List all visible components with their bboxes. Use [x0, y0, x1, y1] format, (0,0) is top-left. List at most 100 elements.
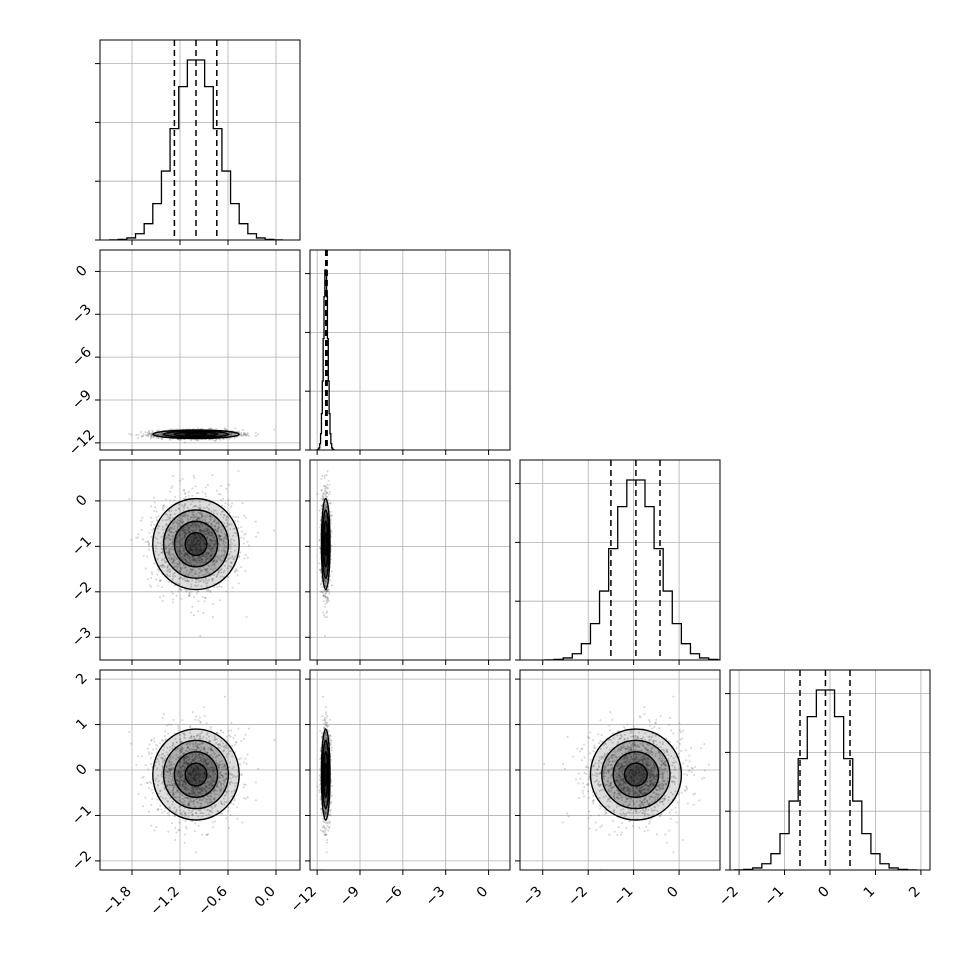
- sample-point: [233, 765, 236, 768]
- sample-point: [191, 555, 194, 558]
- sample-point: [213, 586, 216, 589]
- sample-point: [201, 515, 204, 518]
- sample-point: [201, 554, 204, 557]
- sample-point: [213, 790, 216, 793]
- sample-point: [168, 547, 171, 550]
- sample-point: [324, 584, 327, 587]
- sample-point: [160, 433, 163, 436]
- sample-point: [167, 564, 170, 567]
- sample-point: [178, 545, 181, 548]
- sample-point: [189, 569, 192, 572]
- sample-point: [232, 515, 235, 518]
- sample-point: [151, 573, 154, 576]
- sample-point: [202, 775, 205, 778]
- sample-point: [192, 549, 195, 552]
- sample-point: [187, 549, 190, 552]
- sample-point: [148, 429, 151, 432]
- sample-point: [230, 538, 233, 541]
- sample-point: [184, 579, 187, 582]
- sample-point: [172, 741, 175, 744]
- sample-point: [189, 545, 192, 548]
- sample-point: [193, 768, 196, 771]
- sample-point: [214, 528, 217, 531]
- sample-point: [183, 532, 186, 535]
- sample-point: [325, 568, 328, 571]
- sample-point: [190, 524, 193, 527]
- sample-point: [195, 513, 198, 516]
- sample-point: [188, 555, 191, 558]
- sample-point: [209, 568, 212, 571]
- sample-point: [201, 561, 204, 564]
- sample-point: [240, 774, 243, 777]
- sample-point: [190, 516, 193, 519]
- sample-point: [182, 529, 185, 532]
- sample-point: [200, 549, 203, 552]
- sample-point: [180, 517, 183, 520]
- sample-point: [150, 437, 153, 440]
- sample-point: [165, 524, 168, 527]
- sample-point: [190, 516, 193, 519]
- sample-point: [179, 556, 182, 559]
- sample-point: [164, 738, 167, 741]
- sample-point: [216, 530, 219, 533]
- sample-point: [199, 561, 202, 564]
- sample-point: [159, 789, 162, 792]
- sample-point: [197, 533, 200, 536]
- sample-point: [170, 433, 173, 436]
- sample-point: [244, 569, 247, 572]
- sample-point: [167, 568, 170, 571]
- sample-point: [320, 580, 323, 583]
- sample-point: [324, 516, 327, 519]
- sample-point: [178, 551, 181, 554]
- sample-point: [184, 491, 187, 494]
- sample-point: [324, 569, 327, 572]
- sample-point: [322, 594, 325, 597]
- sample-point: [173, 555, 176, 558]
- sample-point: [223, 550, 226, 553]
- sample-point: [147, 433, 150, 436]
- sample-point: [189, 563, 192, 566]
- sample-point: [150, 739, 153, 742]
- sample-point: [193, 791, 196, 794]
- sample-point: [210, 523, 213, 526]
- sample-point: [200, 768, 203, 771]
- sample-point: [204, 492, 207, 495]
- sample-point: [325, 579, 328, 582]
- sample-point: [323, 506, 326, 509]
- sample-point: [178, 433, 181, 436]
- sample-point: [197, 535, 200, 538]
- sample-point: [323, 578, 326, 581]
- sample-point: [188, 547, 191, 550]
- sample-point: [228, 564, 231, 567]
- sample-point: [159, 579, 162, 582]
- sample-point: [219, 432, 222, 435]
- sample-point: [207, 543, 210, 546]
- sample-point: [237, 727, 240, 730]
- sample-point: [159, 579, 162, 582]
- sample-point: [325, 506, 328, 509]
- sample-point: [186, 514, 189, 517]
- sample-point: [214, 539, 217, 542]
- sample-point: [215, 428, 218, 431]
- sample-point: [236, 775, 239, 778]
- sample-point: [234, 427, 237, 430]
- sample-point: [330, 558, 333, 561]
- sample-point: [325, 570, 328, 573]
- sample-point: [186, 743, 189, 746]
- sample-point: [185, 561, 188, 564]
- sample-point: [179, 433, 182, 436]
- sample-point: [327, 499, 330, 502]
- sample-point: [324, 528, 327, 531]
- sample-point: [324, 570, 327, 573]
- sample-point: [180, 438, 183, 441]
- sample-point: [216, 556, 219, 559]
- sample-point: [214, 567, 217, 570]
- sample-point: [327, 598, 330, 601]
- sample-point: [181, 527, 184, 530]
- sample-point: [329, 575, 332, 578]
- sample-point: [208, 546, 211, 549]
- sample-point: [161, 434, 164, 437]
- sample-point: [186, 762, 189, 765]
- sample-point: [209, 590, 212, 593]
- sample-point: [194, 536, 197, 539]
